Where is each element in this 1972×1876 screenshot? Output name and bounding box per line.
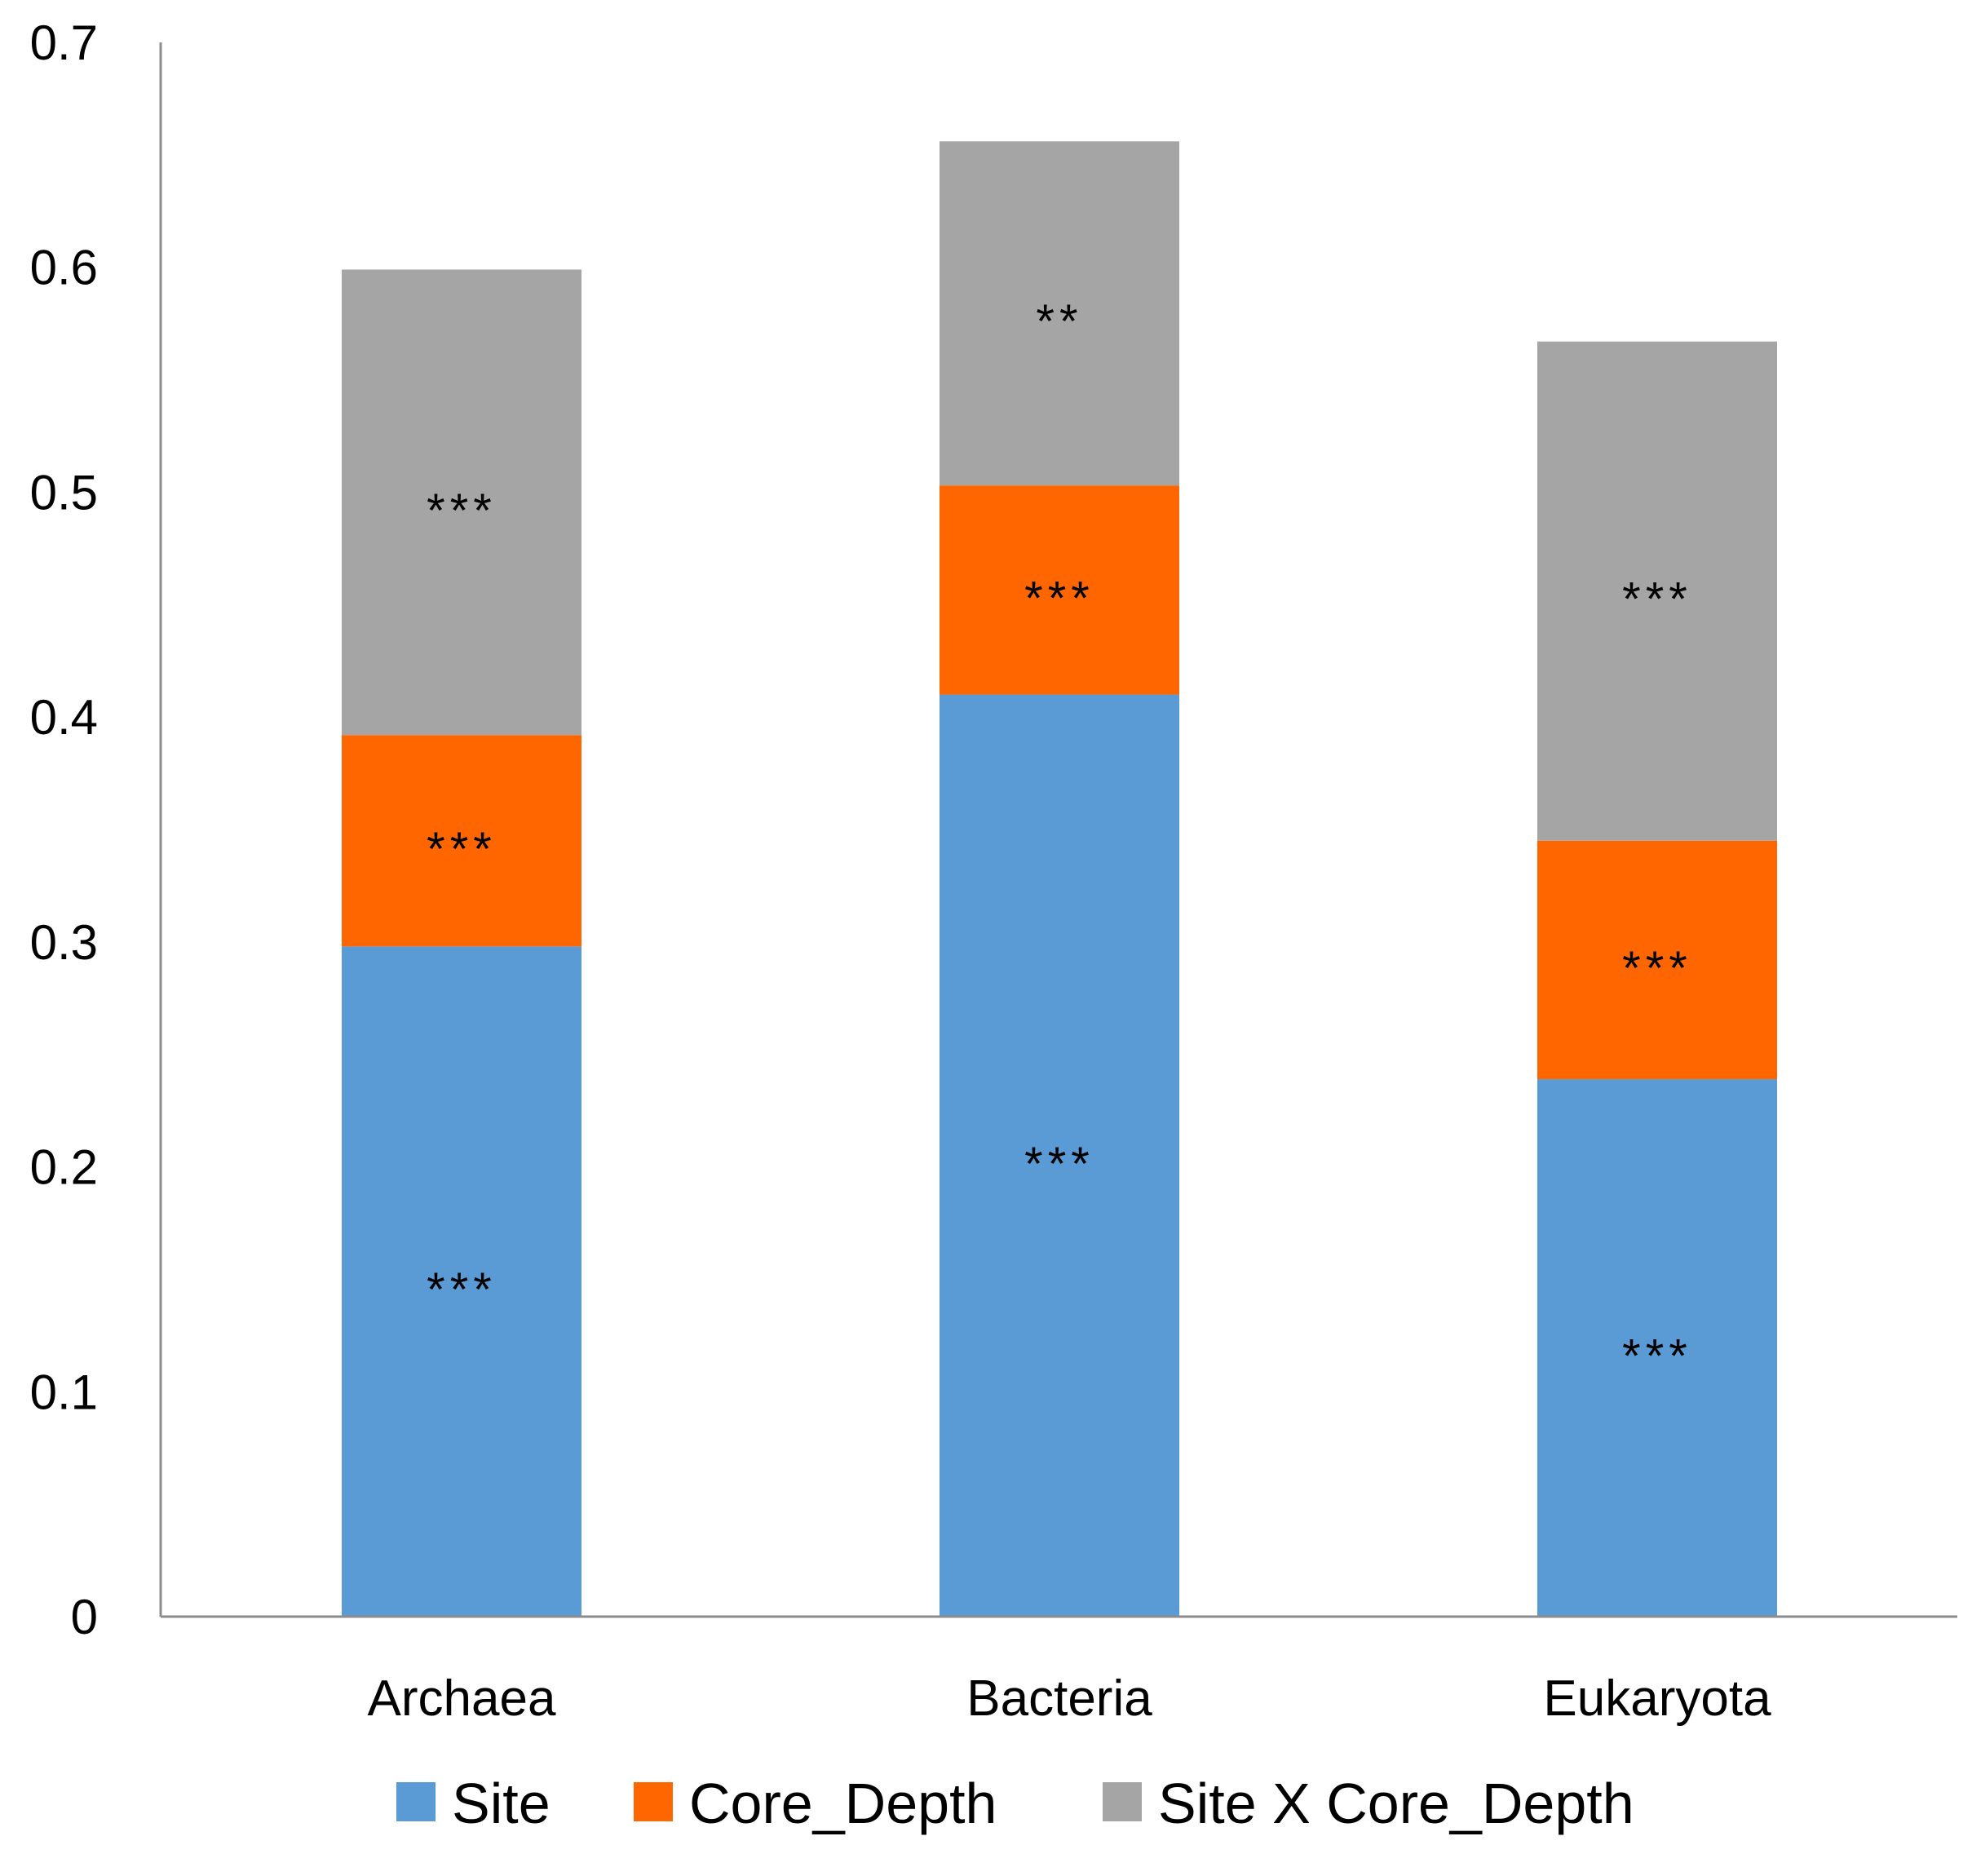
bar-segment bbox=[940, 694, 1179, 1617]
y-tick-label: 0.1 bbox=[30, 1365, 98, 1419]
bar-segment bbox=[1537, 840, 1777, 1080]
x-category-label: Archaea bbox=[368, 1670, 556, 1727]
significance-label: *** bbox=[1024, 1138, 1094, 1191]
x-category-label: Eukaryota bbox=[1543, 1670, 1771, 1727]
y-axis-ticks: 0 0.1 0.2 0.3 0.4 0.5 0.6 0.7 bbox=[30, 15, 98, 1644]
legend: Site Core_Depth Site X Core_Depth bbox=[396, 1772, 1634, 1835]
x-category-label: Bacteria bbox=[966, 1670, 1152, 1727]
significance-label: *** bbox=[1622, 1330, 1692, 1383]
x-axis-category-labels: Archaea Bacteria Eukaryota bbox=[368, 1670, 1772, 1727]
legend-swatch bbox=[634, 1782, 673, 1821]
significance-label: *** bbox=[427, 1263, 497, 1316]
y-tick-label: 0.6 bbox=[30, 241, 98, 295]
significance-label: *** bbox=[427, 823, 497, 876]
significance-label: *** bbox=[1024, 572, 1094, 625]
bar-segment bbox=[342, 269, 581, 736]
significance-label: *** bbox=[1622, 942, 1692, 995]
legend-label: Site X Core_Depth bbox=[1158, 1772, 1634, 1835]
legend-label: Core_Depth bbox=[689, 1772, 997, 1835]
bar-segment bbox=[1537, 341, 1777, 841]
y-tick-label: 0.7 bbox=[30, 15, 98, 70]
legend-swatch bbox=[396, 1782, 436, 1821]
bars-group bbox=[342, 141, 1777, 1617]
legend-label: Site bbox=[452, 1772, 550, 1835]
bar-segment bbox=[940, 141, 1179, 486]
y-tick-label: 0.3 bbox=[30, 915, 98, 970]
bar-segment bbox=[1537, 1079, 1777, 1617]
bar-segment bbox=[342, 735, 581, 947]
legend-swatch bbox=[1103, 1782, 1142, 1821]
significance-labels: ************************** bbox=[427, 295, 1692, 1383]
y-tick-label: 0.4 bbox=[30, 690, 98, 745]
bar-segment bbox=[342, 946, 581, 1617]
significance-label: *** bbox=[1622, 573, 1692, 626]
significance-label: ** bbox=[1036, 295, 1082, 348]
bar-segment bbox=[940, 485, 1179, 695]
y-tick-label: 0.5 bbox=[30, 465, 98, 520]
y-tick-label: 0 bbox=[71, 1590, 98, 1644]
significance-label: *** bbox=[427, 484, 497, 538]
y-tick-label: 0.2 bbox=[30, 1140, 98, 1195]
